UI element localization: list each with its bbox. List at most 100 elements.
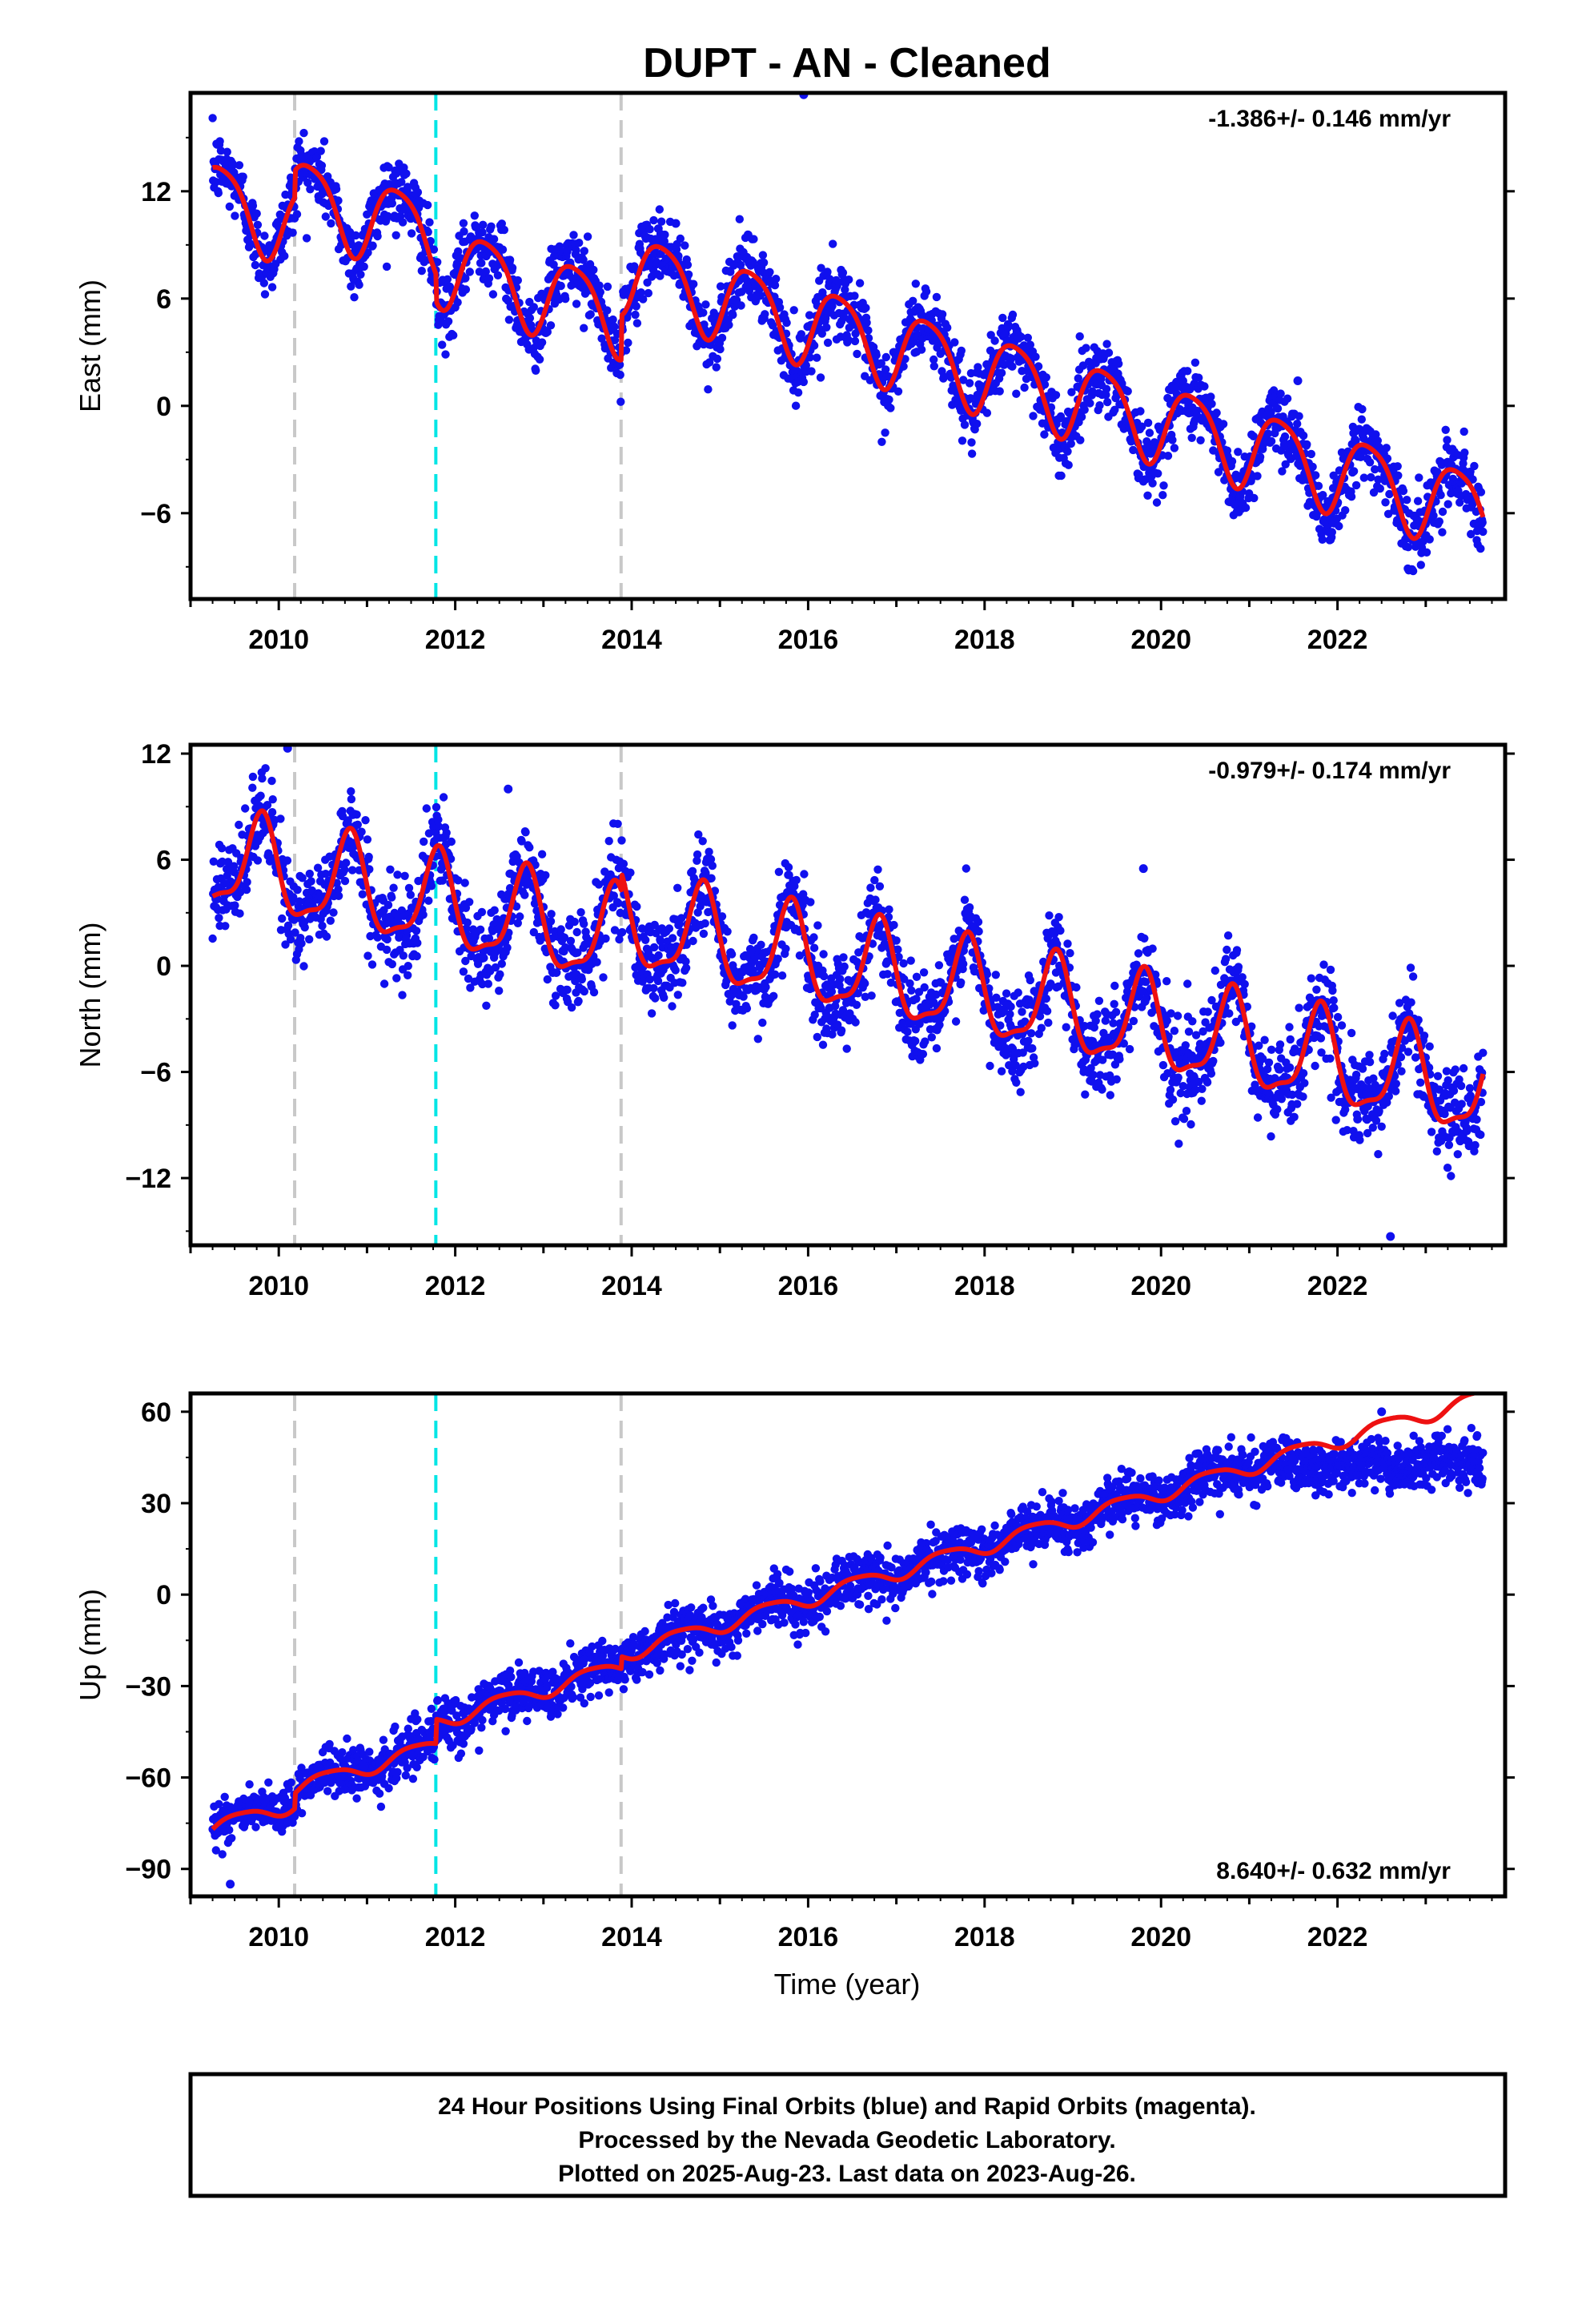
data-point [1335,466,1344,475]
data-point [221,922,230,931]
data-point [459,219,468,227]
data-point [1014,988,1022,997]
data-point [1148,479,1157,488]
data-point [1456,498,1464,507]
data-point [725,320,733,329]
data-point [529,303,538,312]
data-point [1195,1077,1203,1087]
data-point [1373,436,1383,445]
data-point [828,1030,837,1039]
data-point [795,951,805,960]
data-point [1090,1023,1099,1032]
data-point [1234,963,1243,971]
data-point [996,1021,1005,1030]
data-point [836,975,845,983]
data-point [1196,436,1205,444]
data-point [1275,1065,1284,1074]
data-point [1109,1019,1118,1027]
data-point [521,828,530,837]
data-point [355,280,363,289]
data-point [327,219,335,228]
data-point [406,891,415,899]
data-point [387,959,396,969]
panel-frame [188,90,1508,601]
data-point [1267,1045,1276,1055]
data-point [1358,404,1367,414]
data-point [354,241,363,250]
data-point [1253,472,1262,480]
data-point [361,815,370,825]
data-point [334,891,343,901]
data-point [1088,387,1097,396]
data-point [1136,407,1145,416]
data-point [920,983,929,992]
data-point [758,1018,767,1027]
data-point [461,956,470,966]
data-point [432,802,441,812]
data-point [632,319,642,328]
data-point [537,338,547,347]
data-point [645,225,654,234]
data-point [819,971,829,981]
data-point [630,262,639,271]
data-point [1026,340,1035,349]
data-point [1425,535,1434,544]
data-point [1093,1010,1102,1019]
data-point [1441,425,1450,434]
data-point [363,835,372,844]
data-point [871,895,880,904]
data-point [490,906,499,915]
data-point [1197,1096,1207,1105]
data-point [1281,460,1290,468]
data-point [645,975,654,984]
data-point [973,420,982,428]
data-point [404,971,412,980]
data-point [729,311,737,320]
data-point [884,912,893,922]
data-point [770,281,780,290]
data-point [957,346,966,356]
data-point [1152,498,1162,507]
data-point [1141,978,1150,987]
data-point [899,959,908,968]
data-point [998,313,1007,323]
data-point [1089,1071,1098,1080]
data-point [1234,448,1243,456]
data-point [967,438,976,447]
data-point [616,370,624,380]
data-point [1195,1039,1205,1048]
data-point [994,1003,1002,1011]
data-point [513,275,522,285]
data-point [1443,500,1452,509]
data-point [1178,376,1188,385]
data-point [1051,391,1061,400]
data-point [866,883,875,892]
data-point [906,956,915,965]
data-point [839,953,848,962]
data-point [489,235,499,243]
data-point [1143,491,1152,500]
data-point [997,368,1006,377]
data-point [877,437,886,446]
data-point [476,925,485,935]
data-point [736,260,745,270]
data-point [1460,427,1468,436]
data-point [580,247,588,255]
data-point [841,285,849,294]
data-point [532,366,540,375]
data-point [239,172,247,181]
data-point [1183,367,1192,376]
data-point [487,222,496,231]
data-point [689,279,698,288]
data-point [482,1001,491,1011]
data-point [413,187,423,197]
data-point [654,951,663,960]
data-point [1094,996,1104,1006]
data-point [827,987,837,996]
data-point [259,279,268,287]
data-point [1211,966,1220,975]
data-point [1191,358,1200,367]
data-point [649,983,658,993]
data-point [1371,464,1379,474]
data-point [1408,566,1418,576]
